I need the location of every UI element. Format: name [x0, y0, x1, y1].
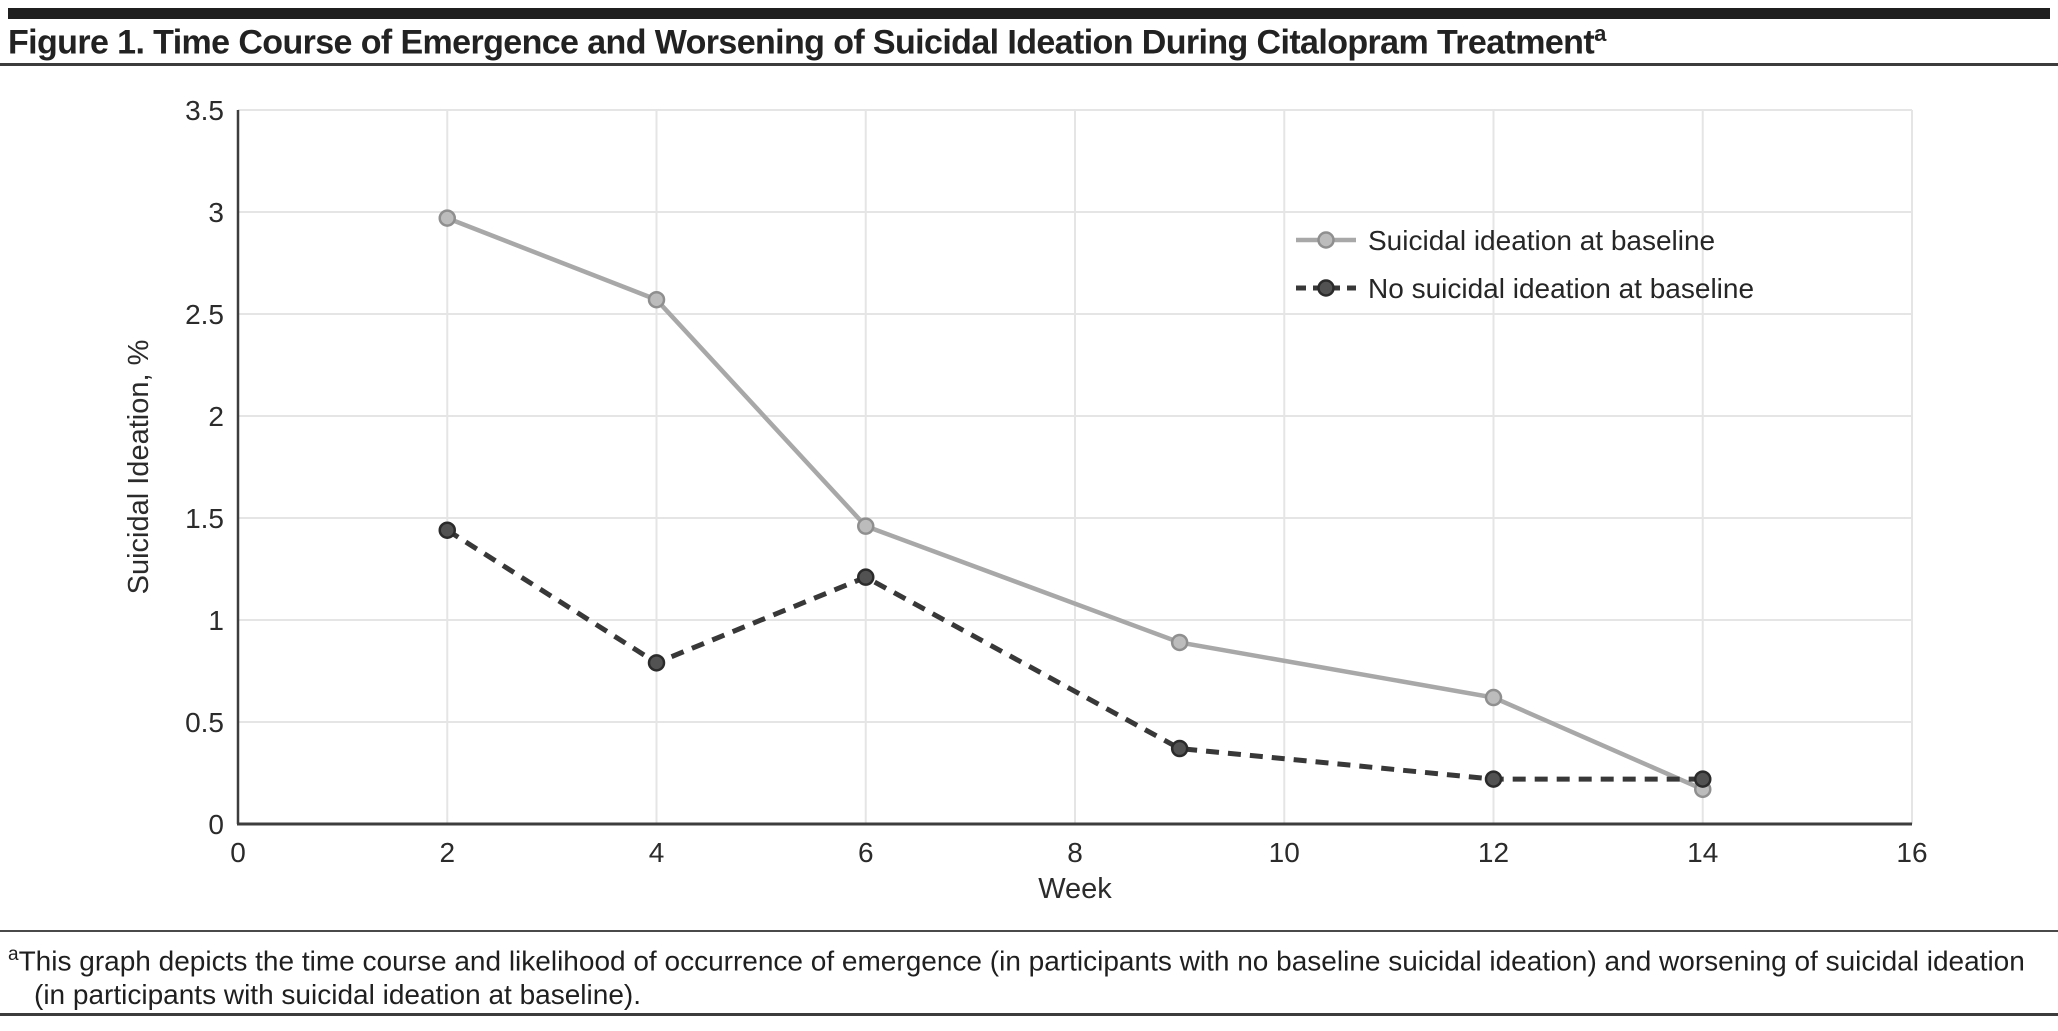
- data-point: [438, 521, 456, 539]
- data-point: [857, 568, 875, 586]
- x-tick-label: 4: [649, 837, 665, 868]
- x-tick-label: 6: [858, 837, 874, 868]
- footnote-text: This graph depicts the time course and l…: [18, 945, 2025, 1011]
- title-rule: [0, 63, 2058, 66]
- y-tick-label: 1.5: [185, 503, 224, 534]
- y-axis-label: Suicidal Ideation, %: [123, 340, 155, 595]
- figure-title: Figure 1. Time Course of Emergence and W…: [8, 21, 2052, 62]
- x-tick-label: 2: [439, 837, 455, 868]
- figure-footnote: aThis graph depicts the time course and …: [8, 938, 2050, 1012]
- data-point: [647, 290, 666, 309]
- figure-title-text: Figure 1. Time Course of Emergence and W…: [8, 23, 1595, 62]
- gridlines: [238, 109, 1913, 824]
- x-tick-label: 0: [230, 837, 246, 868]
- x-tick-label: 14: [1687, 837, 1718, 868]
- x-tick-label: 16: [1896, 837, 1927, 868]
- data-point: [1484, 770, 1503, 788]
- y-tick-label: 2.5: [185, 299, 224, 330]
- series-line: [446, 216, 1704, 792]
- data-point: [1694, 770, 1712, 788]
- legend-swatch-marker: [1317, 231, 1335, 249]
- series-line: [445, 528, 1703, 782]
- y-tick-label: 1: [208, 605, 224, 636]
- x-tick-label: 8: [1067, 837, 1083, 868]
- figure-title-superscript: a: [1594, 21, 1606, 46]
- x-tick-label: 10: [1269, 837, 1300, 868]
- data-point: [1484, 688, 1503, 707]
- y-tick-label: 3: [208, 197, 224, 228]
- title-top-bar: [8, 8, 2050, 19]
- y-tick-label: 0: [208, 809, 224, 840]
- footnote-rule-top: [0, 930, 2058, 932]
- series-1: [438, 521, 1712, 788]
- legend-item: Suicidal ideation at baseline: [1296, 225, 1715, 256]
- data-point: [647, 654, 666, 672]
- data-point: [1170, 633, 1189, 652]
- legend-swatch-marker: [1317, 279, 1335, 297]
- y-tick-label: 3.5: [185, 95, 224, 126]
- x-axis-label: Week: [1038, 873, 1112, 905]
- x-tick-label: 12: [1478, 837, 1509, 868]
- data-point: [857, 517, 875, 535]
- data-point: [1170, 739, 1189, 758]
- footnote-rule-bottom: [0, 1013, 2058, 1016]
- data-point: [438, 209, 456, 227]
- legend: Suicidal ideation at baseline No suicidal…: [1296, 225, 1754, 304]
- legend-item: No suicidal ideation at baseline: [1296, 273, 1754, 304]
- footnote-marker: a: [8, 944, 19, 965]
- legend-label: No suicidal ideation at baseline: [1368, 273, 1754, 304]
- y-tick-label: 2: [208, 401, 224, 432]
- y-tick-label: 0.5: [185, 707, 224, 738]
- legend-label: Suicidal ideation at baseline: [1368, 225, 1715, 256]
